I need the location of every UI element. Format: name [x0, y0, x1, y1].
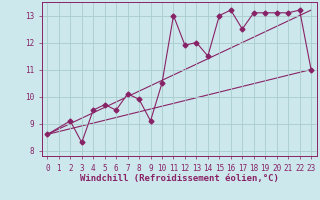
X-axis label: Windchill (Refroidissement éolien,°C): Windchill (Refroidissement éolien,°C): [80, 174, 279, 183]
